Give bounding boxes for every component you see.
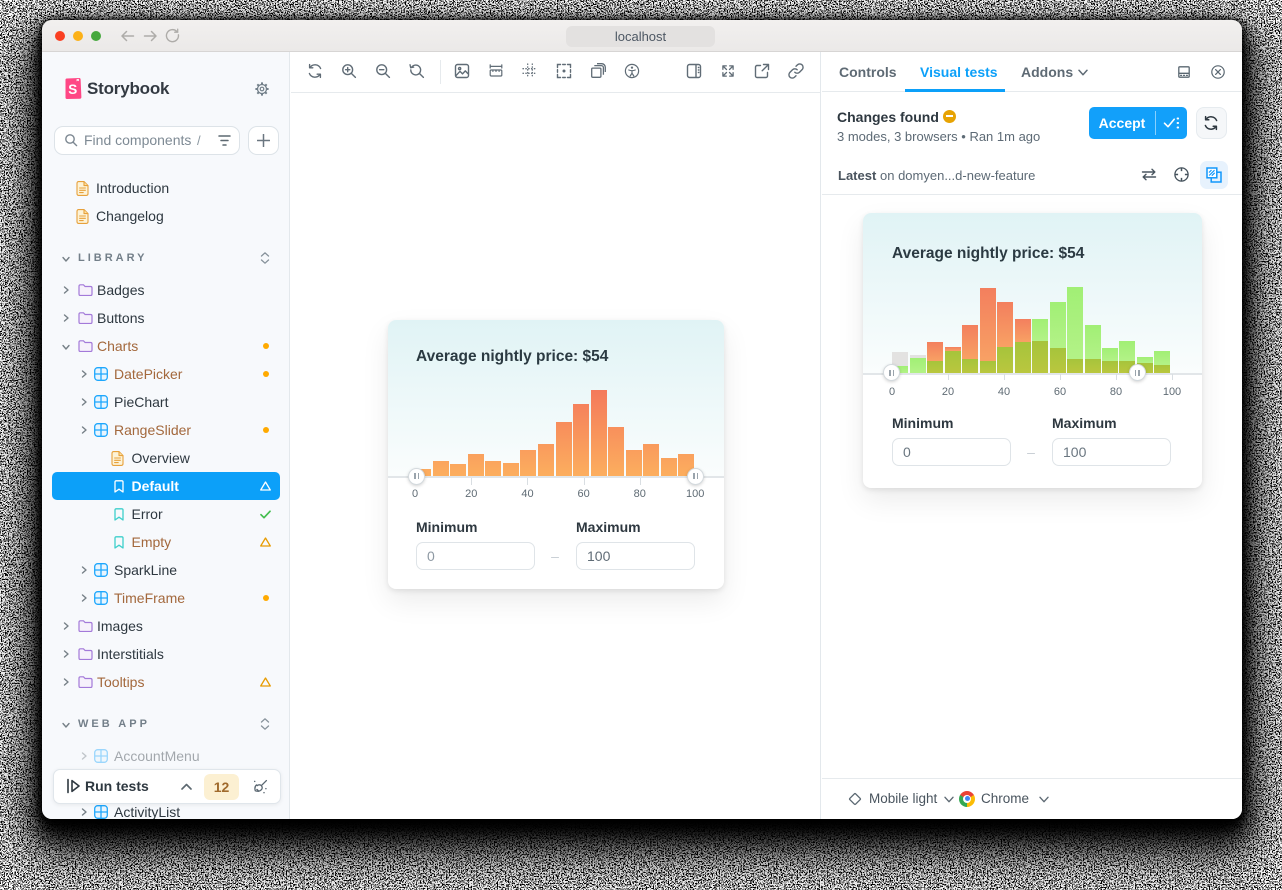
svg-text:S: S	[68, 82, 77, 97]
